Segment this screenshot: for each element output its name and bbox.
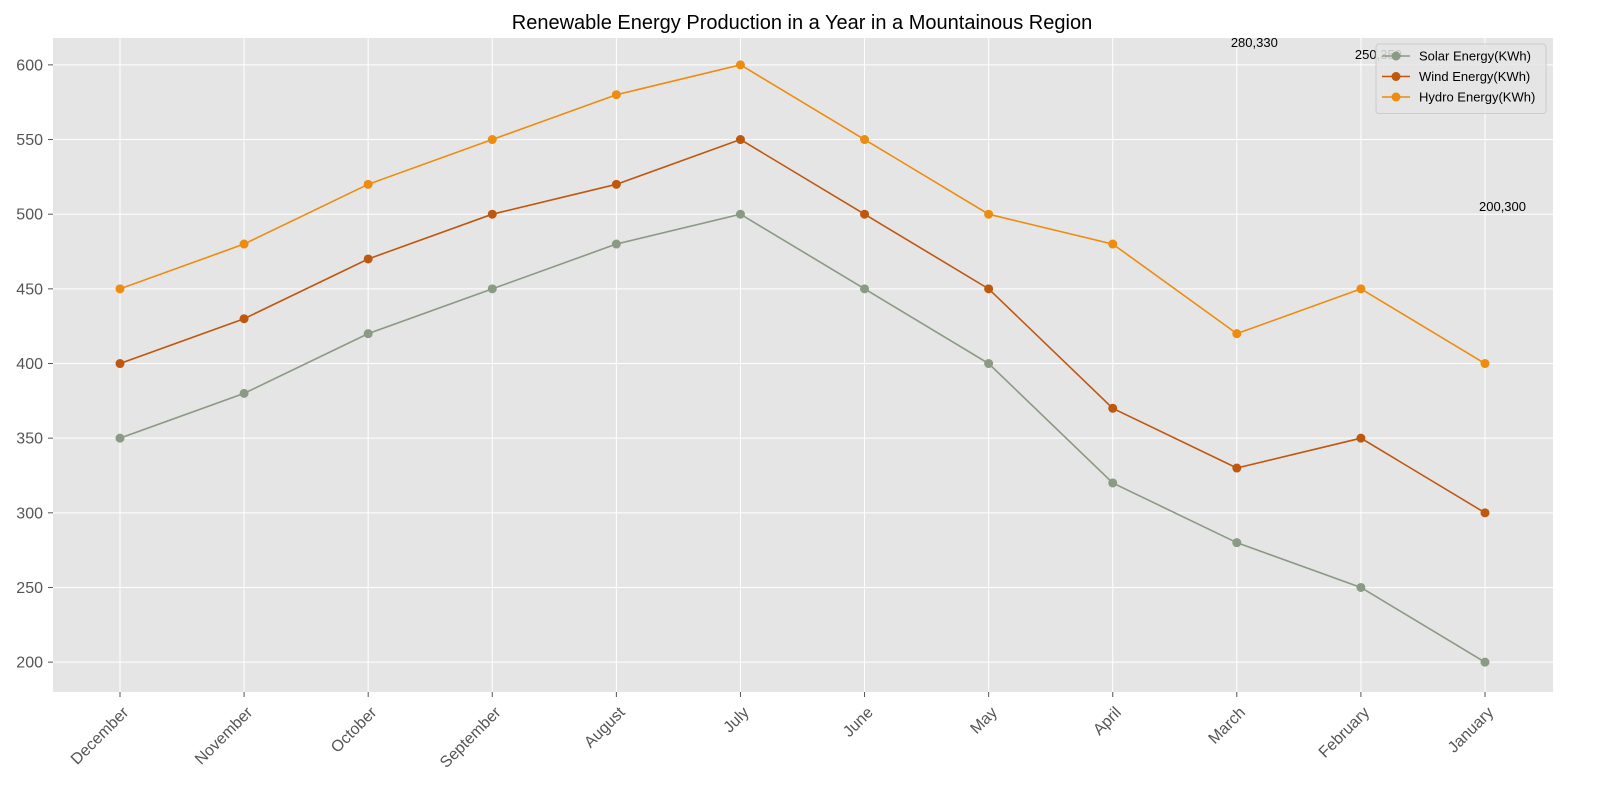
data-point: [611, 90, 621, 100]
y-tick-label: 300: [16, 505, 43, 522]
series-line: [119, 64, 1486, 365]
data-point: [1356, 582, 1366, 592]
data-point: [984, 359, 994, 369]
data-point: [1480, 359, 1490, 369]
data-point: [1232, 538, 1242, 548]
series-1: [115, 135, 1490, 518]
data-point: [984, 284, 994, 294]
data-point: [1480, 657, 1490, 667]
data-point: [239, 239, 249, 249]
data-point: [1356, 284, 1366, 294]
legend-label: Wind Energy(KWh): [1419, 69, 1530, 84]
y-axis: 200 250 300 350 400 450 500 550 600: [16, 57, 53, 672]
data-point: [1480, 508, 1490, 518]
y-tick-label: 350: [16, 431, 43, 448]
y-tick-label: 550: [16, 132, 43, 149]
legend-label: Hydro Energy(KWh): [1419, 90, 1535, 105]
data-point: [363, 329, 373, 339]
data-point: [115, 359, 125, 369]
data-point: [115, 433, 125, 443]
data-point: [860, 209, 870, 219]
data-point: [735, 209, 745, 219]
legend-marker: [1391, 72, 1401, 81]
data-point: [860, 135, 870, 145]
data-point: [984, 209, 994, 219]
data-point: [1232, 329, 1242, 339]
data-point: [611, 179, 621, 189]
data-point: [735, 60, 745, 70]
legend-marker: [1391, 51, 1401, 61]
data-point: [487, 284, 497, 294]
y-tick-label: 250: [16, 580, 43, 597]
legend-box: [1375, 43, 1547, 114]
data-point: [1108, 403, 1118, 413]
data-point: [611, 239, 621, 249]
y-tick-label: 600: [16, 57, 43, 74]
data-point: [1232, 463, 1242, 473]
annotation-label: 200,300: [1479, 199, 1526, 214]
data-point: [860, 284, 870, 294]
chart-title: Renewable Energy Production in a Year in…: [512, 12, 1092, 34]
plot-area: [53, 38, 1553, 692]
data-point: [487, 135, 497, 145]
y-tick-label: 200: [16, 655, 43, 672]
series-0: [115, 209, 1490, 667]
data-point: [735, 135, 745, 145]
series-line: [119, 213, 1486, 663]
data-point: [239, 314, 249, 324]
legend-label: Solar Energy(KWh): [1419, 49, 1531, 64]
data-point: [1108, 478, 1118, 488]
y-tick-label: 450: [16, 281, 43, 298]
y-tick-label: 500: [16, 207, 43, 224]
series-2: [115, 60, 1490, 369]
data-point: [239, 388, 249, 398]
data-point: [1108, 239, 1118, 249]
legend-marker: [1391, 92, 1401, 102]
annotation-label: 280,330: [1231, 35, 1278, 50]
data-point: [1356, 433, 1366, 443]
data-point: [115, 284, 125, 294]
series-layer: [115, 60, 1490, 667]
data-point: [487, 209, 497, 219]
legend: Solar Energy(KWh) Wind Energy(KWh) Hydro E…: [1375, 43, 1547, 114]
data-point: [363, 254, 373, 264]
series-line: [119, 138, 1486, 514]
data-point: [363, 179, 373, 189]
y-tick-label: 400: [16, 356, 43, 373]
